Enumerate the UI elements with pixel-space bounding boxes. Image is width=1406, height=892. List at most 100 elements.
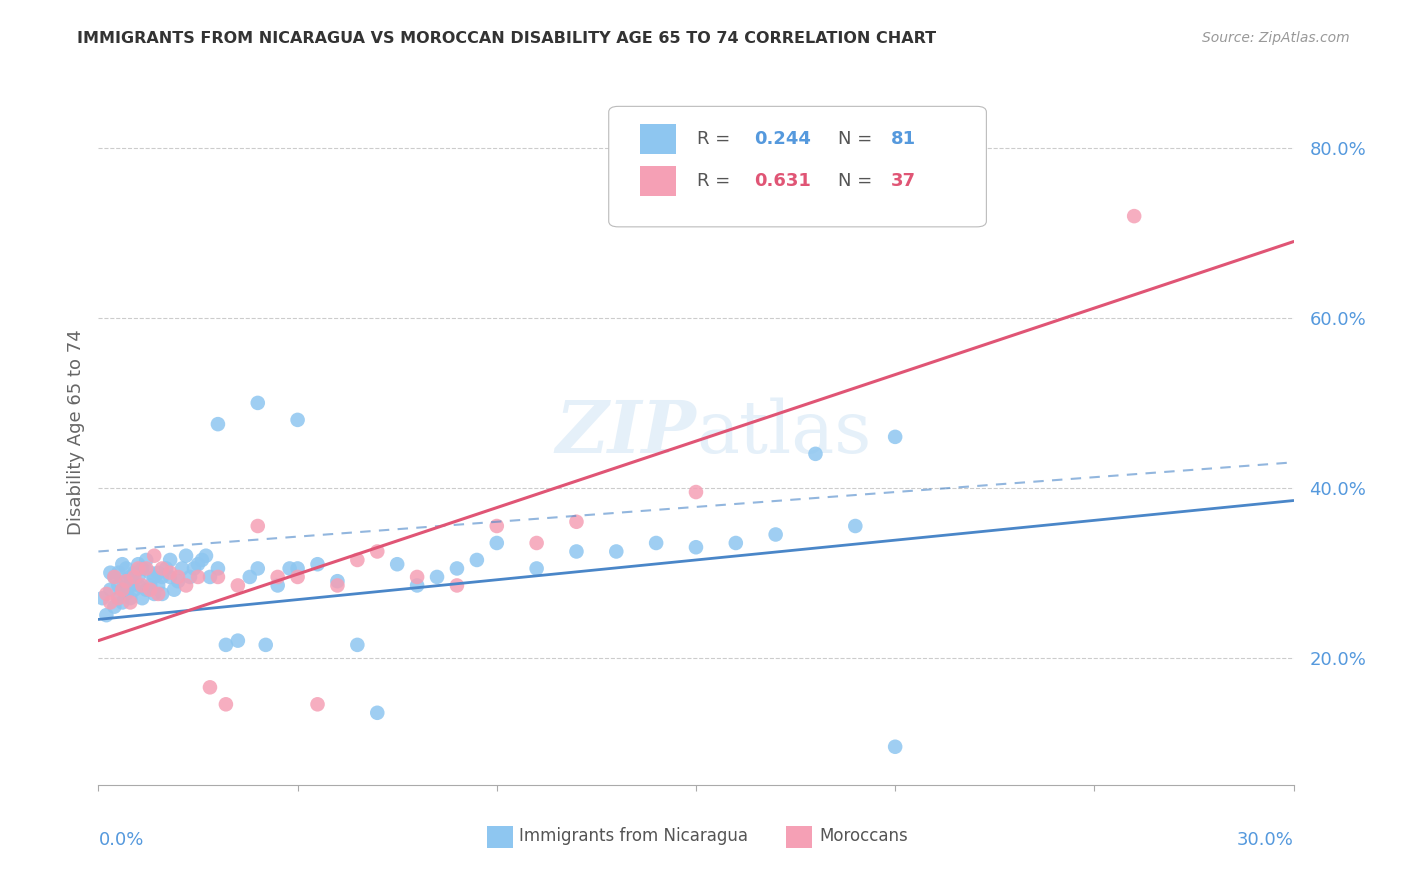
Point: [183, 561, 205, 575]
Point: [179, 570, 201, 584]
Point: [685, 485, 707, 500]
Point: [172, 561, 194, 575]
Point: [107, 566, 129, 580]
Text: 30.0%: 30.0%: [1237, 830, 1294, 849]
Point: [135, 582, 157, 597]
Point: [226, 578, 249, 592]
Point: [131, 591, 153, 606]
FancyBboxPatch shape: [486, 826, 513, 848]
Point: [267, 578, 290, 592]
Point: [287, 413, 309, 427]
Point: [724, 536, 747, 550]
Point: [167, 570, 190, 584]
Point: [346, 553, 368, 567]
Text: 0.0%: 0.0%: [98, 830, 143, 849]
Point: [148, 566, 170, 580]
Point: [96, 608, 118, 623]
Point: [191, 553, 214, 567]
Point: [143, 549, 166, 563]
Point: [139, 566, 162, 580]
Point: [111, 595, 134, 609]
Point: [150, 561, 173, 575]
Point: [267, 570, 290, 584]
Point: [127, 578, 149, 592]
Point: [103, 570, 125, 584]
Point: [150, 587, 173, 601]
Point: [131, 578, 153, 592]
Point: [426, 570, 449, 584]
Point: [111, 582, 134, 597]
Point: [96, 587, 118, 601]
Y-axis label: Disability Age 65 to 74: Disability Age 65 to 74: [66, 330, 84, 535]
Text: Immigrants from Nicaragua: Immigrants from Nicaragua: [519, 828, 748, 846]
Point: [346, 638, 368, 652]
Point: [135, 553, 157, 567]
Point: [139, 578, 162, 592]
Point: [148, 578, 170, 592]
Point: [645, 536, 668, 550]
Point: [287, 561, 309, 575]
Text: R =: R =: [697, 172, 737, 190]
Point: [605, 544, 627, 558]
Point: [98, 595, 122, 609]
Point: [120, 570, 142, 584]
Point: [246, 519, 269, 533]
Text: 81: 81: [891, 129, 915, 148]
Point: [107, 578, 129, 592]
Point: [174, 578, 197, 592]
Point: [246, 396, 269, 410]
Point: [215, 698, 238, 712]
Text: N =: N =: [838, 129, 879, 148]
Point: [98, 582, 122, 597]
Point: [215, 638, 238, 652]
Point: [195, 549, 218, 563]
Point: [120, 595, 142, 609]
Text: R =: R =: [697, 129, 737, 148]
Point: [150, 570, 173, 584]
Point: [107, 591, 129, 606]
Point: [159, 570, 181, 584]
Point: [115, 574, 138, 589]
Point: [465, 553, 488, 567]
Point: [207, 561, 229, 575]
Text: 37: 37: [891, 172, 915, 190]
Point: [155, 561, 177, 575]
Point: [326, 574, 349, 589]
Text: Source: ZipAtlas.com: Source: ZipAtlas.com: [1202, 31, 1350, 45]
Point: [406, 578, 429, 592]
FancyBboxPatch shape: [640, 166, 676, 196]
Point: [115, 561, 138, 575]
Text: Moroccans: Moroccans: [820, 828, 908, 846]
FancyBboxPatch shape: [609, 106, 987, 227]
Point: [485, 536, 508, 550]
Point: [127, 570, 149, 584]
Point: [366, 544, 388, 558]
Point: [159, 566, 181, 580]
Point: [139, 582, 162, 597]
Point: [884, 430, 907, 444]
Point: [120, 591, 142, 606]
Point: [187, 558, 209, 572]
Point: [565, 544, 588, 558]
Point: [226, 633, 249, 648]
Point: [526, 561, 548, 575]
Text: 0.631: 0.631: [755, 172, 811, 190]
Point: [246, 561, 269, 575]
FancyBboxPatch shape: [786, 826, 811, 848]
Point: [167, 574, 190, 589]
Point: [307, 698, 329, 712]
Point: [143, 587, 166, 601]
Point: [446, 578, 468, 592]
Point: [366, 706, 388, 720]
Text: IMMIGRANTS FROM NICARAGUA VS MOROCCAN DISABILITY AGE 65 TO 74 CORRELATION CHART: IMMIGRANTS FROM NICARAGUA VS MOROCCAN DI…: [77, 31, 936, 46]
Point: [326, 578, 349, 592]
Point: [131, 561, 153, 575]
Point: [135, 561, 157, 575]
Point: [685, 540, 707, 554]
Point: [207, 417, 229, 431]
Point: [187, 570, 209, 584]
Point: [115, 587, 138, 601]
Point: [111, 582, 134, 597]
Point: [111, 558, 134, 572]
Point: [91, 591, 114, 606]
